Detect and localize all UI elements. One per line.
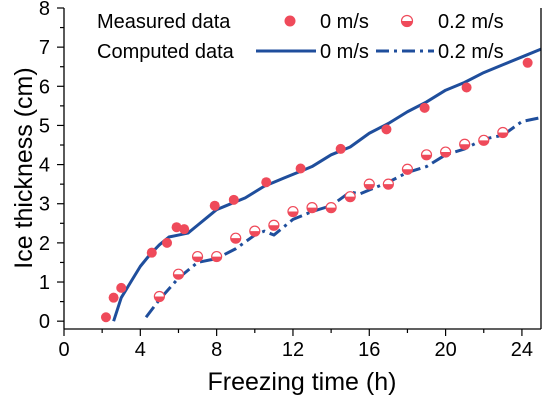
marker-half-fill xyxy=(268,225,279,231)
marker-half-fill xyxy=(230,238,241,244)
measured-point-0ms xyxy=(179,224,190,235)
measured-point-02ms xyxy=(478,134,490,146)
y-tick-label: 5 xyxy=(39,115,50,137)
measured-point-0ms xyxy=(108,292,119,303)
measured-point-0ms xyxy=(461,82,472,93)
measured-point-0ms xyxy=(146,247,157,258)
marker-half-fill xyxy=(192,256,203,262)
marker-half-fill xyxy=(326,207,337,213)
measured-point-0ms xyxy=(209,200,220,211)
y-tick-label: 1 xyxy=(39,272,50,294)
y-axis-title: Ice thickness (cm) xyxy=(10,67,38,268)
y-tick-label: 4 xyxy=(39,155,50,177)
legend-measured-label: Measured data xyxy=(97,11,231,33)
measured-point-0ms xyxy=(522,57,533,68)
legend-computed-02ms: 0.2 m/s xyxy=(438,41,504,63)
measured-point-02ms xyxy=(191,250,204,263)
measured-point-02ms xyxy=(420,149,433,161)
measured-point-02ms xyxy=(172,268,185,280)
x-tick-label: 8 xyxy=(211,339,222,361)
marker-half-fill xyxy=(421,154,432,160)
marker-half-fill xyxy=(211,256,222,262)
y-tick-label: 7 xyxy=(39,37,50,59)
x-tick-label: 12 xyxy=(282,339,304,361)
marker-half-fill xyxy=(497,132,508,138)
measured-point-02ms xyxy=(382,178,394,190)
y-tick-label: 3 xyxy=(39,194,50,216)
measured-point-02ms xyxy=(440,146,452,158)
measured-point-0ms xyxy=(116,282,127,293)
marker-half-fill xyxy=(402,169,413,175)
marker-half-fill xyxy=(173,274,184,280)
measured-point-0ms xyxy=(419,102,430,113)
measured-point-02ms xyxy=(363,178,375,190)
marker-half-fill xyxy=(364,184,375,190)
measured-point-0ms xyxy=(335,143,346,154)
measured-point-02ms xyxy=(459,138,471,150)
measured-point-0ms xyxy=(100,312,111,323)
measured-point-02ms xyxy=(344,191,356,203)
legend-measured-02ms: 0.2 m/s xyxy=(438,11,504,33)
marker-half-fill xyxy=(345,196,356,202)
measured-point-02ms xyxy=(287,205,299,218)
measured-point-02ms xyxy=(249,225,261,237)
legend-measured-0ms: 0 m/s xyxy=(320,11,369,33)
legend: Measured data Computed data 0 m/s 0.2 m/… xyxy=(97,11,504,63)
x-tick-label: 20 xyxy=(434,339,456,361)
measured-point-02ms xyxy=(153,290,165,303)
computed-line-02ms xyxy=(144,116,542,319)
legend-computed-0ms: 0 m/s xyxy=(320,41,369,63)
marker-half-fill xyxy=(154,296,165,302)
x-tick-label: 0 xyxy=(58,339,69,361)
plot-area xyxy=(100,47,542,323)
measured-point-02ms xyxy=(325,202,337,214)
marker-half-fill xyxy=(307,207,318,213)
y-tick-label: 0 xyxy=(39,311,50,333)
x-tick-label: 16 xyxy=(358,339,380,361)
marker-half-fill xyxy=(459,144,470,150)
measured-point-02ms xyxy=(401,163,414,175)
y-tick-label: 6 xyxy=(39,76,50,98)
measured-point-02ms xyxy=(497,126,509,139)
measured-point-02ms xyxy=(230,232,242,244)
legend-computed-label: Computed data xyxy=(97,41,235,63)
x-axis-title: Freezing time (h) xyxy=(208,368,397,396)
computed-line-0ms xyxy=(112,47,542,322)
measured-point-0ms xyxy=(228,194,239,205)
measured-point-02ms xyxy=(268,219,280,231)
legend-marker-02ms xyxy=(400,14,414,28)
measured-point-0ms xyxy=(381,124,392,135)
measured-point-02ms xyxy=(306,202,318,214)
marker-half-fill xyxy=(383,184,394,190)
y-tick-label: 2 xyxy=(39,233,50,255)
x-tick-label: 24 xyxy=(511,339,533,361)
marker-half-fill xyxy=(249,231,260,237)
marker-half-fill xyxy=(287,211,298,217)
measured-point-0ms xyxy=(261,177,272,188)
measured-point-02ms xyxy=(211,250,223,263)
y-tick-label: 8 xyxy=(39,0,50,20)
marker-half-fill xyxy=(440,152,451,158)
marker-half-fill xyxy=(478,140,489,146)
x-tick-label: 4 xyxy=(135,339,146,361)
measured-point-0ms xyxy=(162,237,173,248)
legend-marker-0ms xyxy=(284,15,296,27)
measured-point-0ms xyxy=(171,222,182,233)
measured-point-0ms xyxy=(295,163,306,174)
marker-half-fill xyxy=(401,21,413,27)
